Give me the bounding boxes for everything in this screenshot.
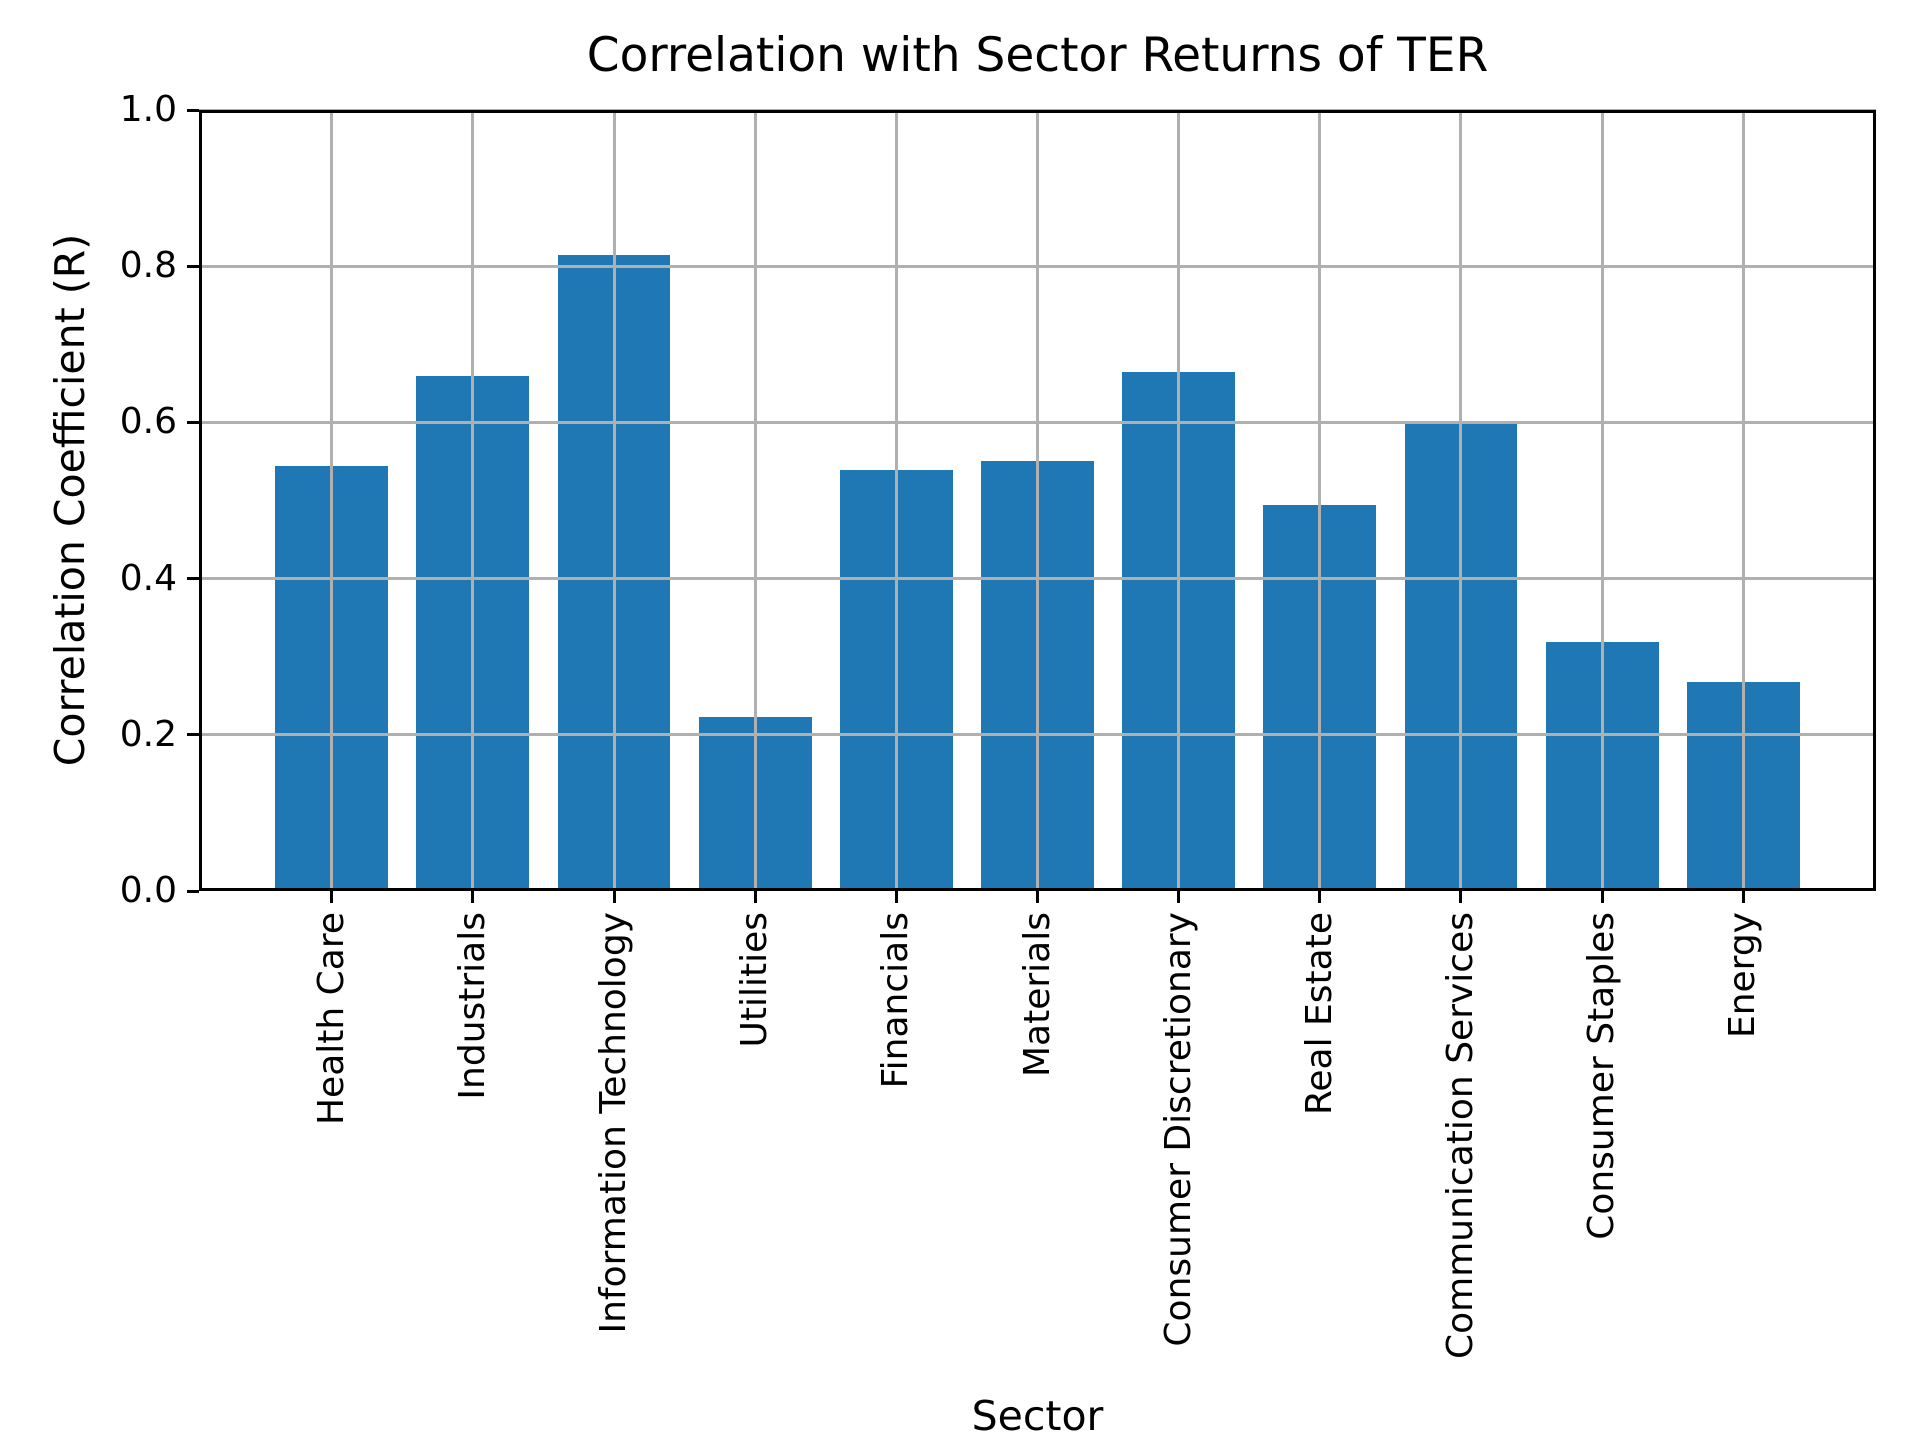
vertical-gridline-communication-services [1459, 110, 1463, 891]
y-tick-mark-0.0 [187, 889, 199, 893]
vertical-gridline-industrials [471, 110, 475, 891]
y-tick-mark-0.6 [187, 420, 199, 424]
horizontal-gridline-0.2 [199, 733, 1876, 737]
x-tick-label-health-care: Health Care [310, 912, 352, 1126]
x-tick-mark-communication-services [1459, 891, 1463, 903]
vertical-gridline-real-estate [1318, 110, 1322, 891]
x-tick-mark-consumer-staples [1600, 891, 1604, 903]
chart-title: Correlation with Sector Returns of TER [586, 28, 1489, 83]
vertical-gridline-health-care [330, 110, 334, 891]
x-tick-mark-consumer-discretionary [1177, 891, 1181, 903]
x-tick-mark-information-technology [612, 891, 616, 903]
x-tick-mark-health-care [330, 891, 334, 903]
y-tick-label-0.6: 0.6 [119, 401, 177, 443]
x-tick-label-industrials: Industrials [451, 912, 493, 1100]
vertical-gridline-materials [1036, 110, 1039, 891]
y-tick-label-1.0: 1.0 [119, 89, 177, 130]
horizontal-gridline-0.8 [199, 264, 1876, 268]
y-tick-mark-0.2 [187, 733, 199, 737]
vertical-gridline-financials [894, 110, 898, 891]
x-tick-mark-real-estate [1318, 891, 1322, 903]
plot-frame [199, 110, 1876, 891]
x-tick-mark-industrials [471, 891, 475, 903]
plot-area [199, 108, 1876, 891]
y-tick-label-0.0: 0.0 [119, 870, 177, 911]
vertical-gridline-utilities [753, 110, 757, 891]
vertical-gridline-information-technology [612, 110, 616, 891]
x-tick-label-materials: Materials [1016, 912, 1058, 1078]
vertical-gridline-energy [1741, 110, 1745, 891]
horizontal-gridline-0.6 [199, 420, 1876, 424]
x-tick-mark-materials [1036, 891, 1039, 903]
horizontal-gridline-0.4 [199, 577, 1876, 581]
x-axis-label: Sector [971, 1392, 1104, 1440]
vertical-gridline-consumer-discretionary [1177, 110, 1181, 891]
y-axis-label: Correlation Coefficient (R) [46, 233, 94, 767]
x-tick-label-utilities: Utilities [734, 912, 776, 1048]
y-tick-label-0.2: 0.2 [119, 713, 177, 755]
y-tick-mark-0.4 [187, 577, 199, 581]
x-tick-mark-financials [894, 891, 898, 903]
x-tick-mark-energy [1741, 891, 1745, 903]
x-tick-label-energy: Energy [1722, 912, 1764, 1039]
y-tick-mark-0.8 [187, 264, 199, 268]
x-tick-label-consumer-staples: Consumer Staples [1581, 912, 1623, 1240]
x-tick-label-communication-services: Communication Services [1439, 912, 1481, 1359]
y-tick-label-0.4: 0.4 [119, 557, 177, 599]
x-tick-label-information-technology: Information Technology [593, 912, 634, 1334]
x-tick-label-financials: Financials [875, 912, 917, 1089]
y-tick-label-0.8: 0.8 [119, 245, 177, 287]
x-tick-label-consumer-discretionary: Consumer Discretionary [1157, 912, 1199, 1347]
y-tick-mark-1.0 [187, 108, 199, 112]
x-tick-label-real-estate: Real Estate [1298, 912, 1340, 1115]
x-tick-mark-utilities [753, 891, 757, 903]
vertical-gridline-consumer-staples [1600, 110, 1604, 891]
